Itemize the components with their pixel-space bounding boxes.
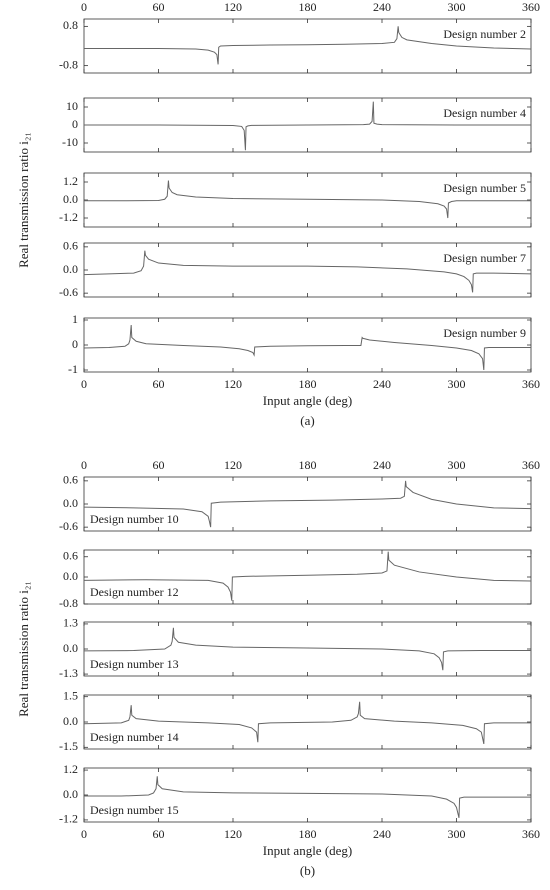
x-tick-label: 120: [224, 377, 242, 391]
design-label: Design number 13: [90, 657, 179, 671]
y-tick-label: 1.5: [63, 688, 78, 702]
data-line: [83, 480, 532, 528]
x-tick-label: 300: [448, 827, 466, 841]
x-tick-label: 180: [299, 827, 317, 841]
x-axis-label: Input angle (deg): [263, 393, 353, 408]
y-tick-label: 1.2: [63, 174, 78, 188]
design-label: Design number 15: [90, 803, 179, 817]
y-tick-label: 0.6: [63, 549, 78, 563]
y-tick-label: -1.2: [59, 812, 78, 826]
x-tick-label: 120: [224, 827, 242, 841]
x-tick-label: 240: [373, 0, 391, 14]
x-tick-label: 60: [153, 458, 165, 472]
y-tick-label: 0.6: [63, 239, 78, 253]
y-tick-label: 0.0: [63, 641, 78, 655]
y-tick-label: -0.8: [59, 596, 78, 610]
panel-caption: (b): [300, 863, 315, 878]
y-axis-label: Real transmission ratio i₂₁: [16, 132, 31, 268]
design-label: Design number 7: [443, 251, 526, 265]
data-line: [83, 551, 532, 601]
x-tick-label: 360: [522, 827, 540, 841]
y-tick-label: -1.3: [59, 666, 78, 680]
y-tick-label: 1.3: [63, 616, 78, 630]
data-line: [83, 324, 531, 371]
y-tick-label: -1.5: [59, 739, 78, 753]
x-tick-label: 120: [224, 0, 242, 14]
y-tick-label: -0.6: [59, 519, 78, 533]
x-tick-label: 240: [373, 377, 391, 391]
y-tick-label: 0.0: [63, 192, 78, 206]
y-tick-label: -10: [62, 135, 78, 149]
y-tick-label: -0.6: [59, 285, 78, 299]
y-tick-label: 10: [66, 99, 78, 113]
data-line: [84, 101, 531, 151]
x-tick-label: 360: [522, 458, 540, 472]
y-tick-label: -1: [68, 362, 78, 376]
data-line: [84, 180, 531, 219]
x-tick-label: 180: [299, 377, 317, 391]
y-tick-label: 0: [72, 337, 78, 351]
x-tick-label: 0: [81, 377, 87, 391]
y-tick-label: 0.0: [63, 714, 78, 728]
data-line: [83, 701, 531, 745]
y-tick-label: 0.8: [63, 18, 78, 32]
y-tick-label: -1.2: [59, 210, 78, 224]
design-label: Design number 9: [443, 326, 526, 340]
y-axis-label: Real transmission ratio i₂₁: [16, 581, 31, 717]
x-tick-label: 60: [153, 0, 165, 14]
y-tick-label: 0.0: [63, 569, 78, 583]
y-tick-label: 1.2: [63, 762, 78, 776]
y-tick-label: 0.0: [63, 496, 78, 510]
design-label: Design number 2: [443, 27, 526, 41]
design-label: Design number 12: [90, 585, 179, 599]
x-tick-label: 360: [522, 0, 540, 14]
data-line: [84, 776, 531, 818]
data-line: [83, 250, 532, 293]
x-tick-label: 360: [522, 377, 540, 391]
design-label: Design number 10: [90, 512, 179, 526]
x-tick-label: 0: [81, 827, 87, 841]
x-axis-label: Input angle (deg): [263, 843, 353, 858]
y-tick-label: 0.0: [63, 262, 78, 276]
design-label: Design number 5: [443, 181, 526, 195]
design-label: Design number 4: [443, 106, 526, 120]
data-line: [83, 627, 531, 671]
y-tick-label: 0.6: [63, 473, 78, 487]
data-line: [84, 26, 532, 65]
x-tick-label: 60: [153, 827, 165, 841]
y-tick-label: 0.0: [63, 787, 78, 801]
x-tick-label: 300: [448, 0, 466, 14]
x-tick-label: 240: [373, 458, 391, 472]
x-tick-label: 240: [373, 827, 391, 841]
x-tick-label: 300: [448, 377, 466, 391]
y-tick-label: 0: [72, 117, 78, 131]
design-label: Design number 14: [90, 730, 179, 744]
x-tick-label: 60: [153, 377, 165, 391]
x-tick-label: 0: [81, 0, 87, 14]
y-tick-label: -0.8: [59, 57, 78, 71]
x-tick-label: 300: [448, 458, 466, 472]
y-tick-label: 1: [72, 312, 78, 326]
x-tick-label: 0: [81, 458, 87, 472]
x-tick-label: 120: [224, 458, 242, 472]
panel-caption: (a): [300, 413, 314, 428]
x-tick-label: 180: [299, 458, 317, 472]
x-tick-label: 180: [299, 0, 317, 14]
